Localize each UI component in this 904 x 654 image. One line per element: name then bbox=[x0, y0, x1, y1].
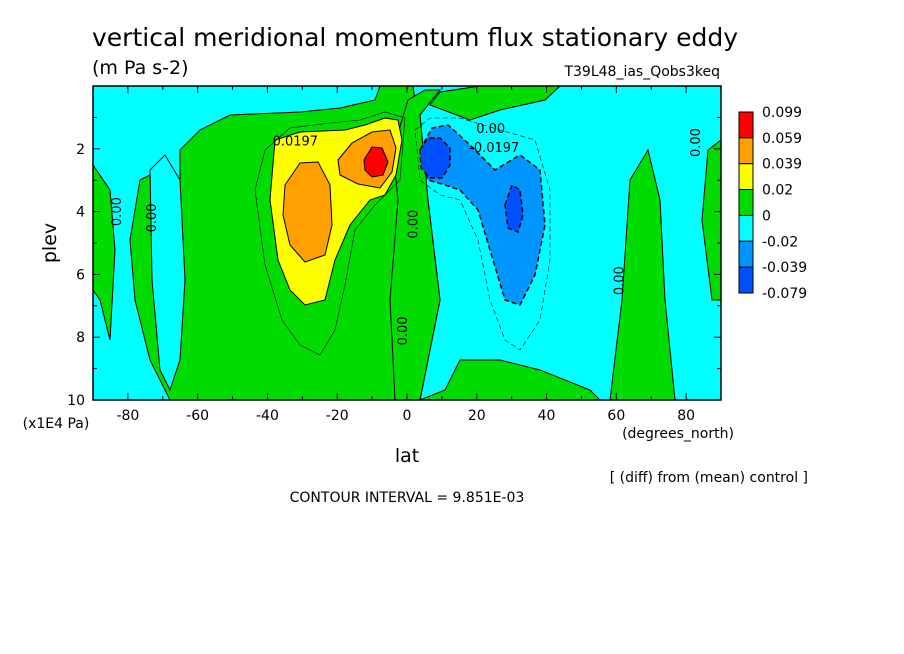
x-tick-label: -20 bbox=[326, 408, 349, 424]
x-tick-label: 0 bbox=[403, 408, 412, 424]
contour-label: 0.00 bbox=[110, 197, 125, 226]
contour-label: 0.00 bbox=[145, 203, 160, 232]
colorbar-label: 0.039 bbox=[762, 157, 802, 173]
contour-fill-orange-lobe bbox=[282, 161, 333, 263]
contour-label: 0.00 bbox=[612, 266, 627, 295]
contour-fill-darkblue-south bbox=[504, 183, 524, 234]
contour-label: 0.00 bbox=[406, 210, 421, 239]
y-axis: 2 4 6 8 10 bbox=[67, 116, 721, 409]
contour-line-negative-outer bbox=[414, 117, 551, 351]
diff-note: [ (diff) from (mean) control ] bbox=[610, 470, 808, 486]
contour-labels: 0.0197 0.00 -0.0197 0.00 0.00 0.00 0.00 0.00 0.0… bbox=[110, 122, 704, 345]
cyan-south-streak bbox=[149, 154, 186, 392]
contour-line-positive-outer bbox=[254, 111, 406, 356]
colorbar-swatch bbox=[738, 163, 754, 191]
colorbar: 0.099 0.059 0.039 0.02 0 -0.02 -0.039 -0.079 bbox=[738, 105, 807, 302]
green-streak-tropics bbox=[389, 89, 442, 400]
contour-interval: CONTOUR INTERVAL = 9.851E-03 bbox=[290, 490, 525, 506]
contour-fill-blue bbox=[419, 124, 546, 306]
contour-label: 0.00 bbox=[689, 128, 704, 157]
y-tick-label: 6 bbox=[76, 267, 85, 283]
colorbar-swatch bbox=[738, 240, 754, 268]
colorbar-label: -0.079 bbox=[762, 286, 807, 302]
x-tick-label: -80 bbox=[116, 408, 139, 424]
run-label: T39L48_ias_Qobs3keq bbox=[563, 64, 720, 80]
x-axis-units: (degrees_north) bbox=[622, 426, 734, 442]
y-tick-label: 2 bbox=[76, 142, 85, 158]
colorbar-swatch bbox=[738, 189, 754, 216]
contour-label: 0.00 bbox=[476, 122, 505, 137]
colorbar-label: 0.099 bbox=[762, 105, 802, 121]
contour-label: 0.00 bbox=[396, 316, 411, 345]
colorbar-label: 0.02 bbox=[762, 183, 793, 199]
x-tick-label: -60 bbox=[186, 408, 209, 424]
x-tick-label: 80 bbox=[677, 408, 695, 424]
colorbar-swatch bbox=[738, 266, 754, 294]
x-tick-label: -40 bbox=[256, 408, 279, 424]
chart-units: (m Pa s-2) bbox=[92, 57, 189, 79]
negative-region bbox=[412, 86, 721, 400]
x-tick-label: 40 bbox=[538, 408, 556, 424]
y-axis-units: (x1E4 Pa) bbox=[23, 416, 90, 432]
contour-label: -0.0197 bbox=[469, 141, 519, 156]
x-tick-label: 20 bbox=[468, 408, 486, 424]
x-axis-label: lat bbox=[395, 445, 419, 467]
plot-area: 0.0197 0.00 -0.0197 0.00 0.00 0.00 0.00 0.00 0.0… bbox=[93, 86, 721, 400]
colorbar-swatch bbox=[738, 214, 754, 242]
y-axis-label: plev bbox=[39, 223, 61, 263]
contour-fill-red-max bbox=[363, 146, 389, 178]
y-tick-label: 4 bbox=[76, 205, 85, 221]
colorbar-swatch bbox=[738, 111, 754, 139]
colorbar-swatch bbox=[738, 137, 754, 165]
colorbar-label: -0.039 bbox=[762, 260, 807, 276]
colorbar-label: -0.02 bbox=[762, 234, 798, 250]
green-streak-60n bbox=[609, 148, 676, 400]
x-tick-label: 60 bbox=[607, 408, 625, 424]
colorbar-label: 0 bbox=[762, 208, 771, 224]
contour-label: 0.0197 bbox=[273, 135, 319, 150]
y-tick-label: 10 bbox=[67, 393, 85, 409]
x-axis: -80 -60 -40 -20 0 20 40 60 80 bbox=[92, 86, 722, 424]
green-streak-85n bbox=[701, 139, 721, 301]
green-top-right bbox=[429, 86, 561, 121]
chart-title: vertical meridional momentum flux statio… bbox=[92, 23, 738, 52]
colorbar-label: 0.059 bbox=[762, 131, 802, 147]
y-tick-label: 8 bbox=[76, 330, 85, 346]
contour-fill-darkblue-north bbox=[419, 137, 451, 179]
